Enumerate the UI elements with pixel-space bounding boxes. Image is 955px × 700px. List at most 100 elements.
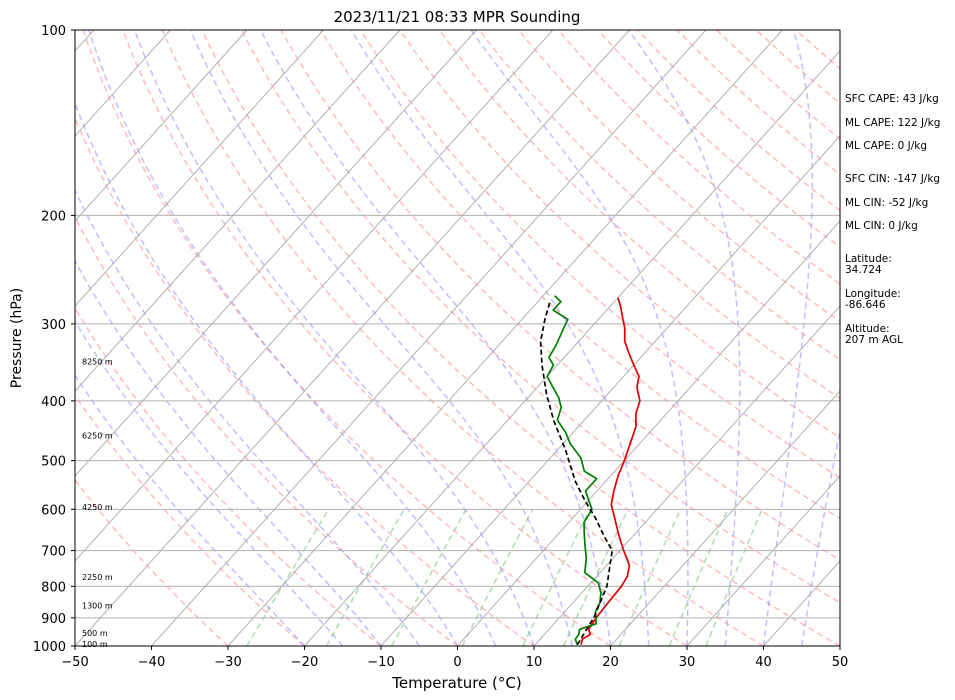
sounding-info-panel: SFC CAPE: 43 J/kg ML CAPE: 122 J/kg ML CAP… [845,93,940,346]
dry-adiabat-line [75,116,535,646]
isotherm-line [75,30,630,646]
height-label: 4250 m [82,503,113,512]
x-tick-label: −40 [138,655,165,670]
isotherm-line [686,475,840,646]
info-longitude-line-1: Longitude: [845,288,901,300]
moist-adiabat-line [189,30,574,646]
x-tick-label: −10 [367,655,394,670]
isotherm-line [151,30,707,646]
isotherm-line [75,30,401,392]
height-label: 500 m [82,629,108,638]
dewpoint-profile-line [546,295,602,645]
height-label: 8250 m [82,357,113,366]
dry-adiabat-line [201,30,840,646]
x-tick-label: 20 [602,655,619,670]
y-tick-label: 1000 [33,640,66,655]
isotherm-line [75,30,477,477]
info-ml-cape-2: ML CAPE: 0 J/kg [845,140,927,152]
moist-adiabat-line [762,30,814,646]
info-sfc-cape: SFC CAPE: 43 J/kg [845,93,939,105]
isotherm-line [75,30,554,562]
isotherm-line [227,30,783,646]
y-tick-label: 200 [41,209,66,224]
mixing-ratio-line [325,508,405,646]
moist-adiabat-line [133,30,535,646]
y-axis-ticks: 100 200 300 400 500 600 700 800 900 1000 [33,24,75,655]
mixing-ratio-line [246,508,330,646]
dry-adiabat-line [75,306,382,646]
isotherm-line [75,30,171,137]
dry-adiabat-line [75,478,229,646]
info-ml-cin-2: ML CIN: 0 J/kg [845,220,918,232]
dry-adiabat-line [518,30,840,323]
isotherm-line [533,305,840,646]
x-tick-label: 30 [679,655,696,670]
info-altitude-line-2: 207 m AGL [845,334,903,346]
isotherm-line [610,390,840,646]
x-tick-label: −30 [214,655,241,670]
dry-adiabat-line [75,215,458,646]
moist-adiabat-line [470,30,689,646]
height-label: 100 m [82,640,108,649]
isotherm-line [457,220,840,646]
dry-adiabat-line [82,30,611,646]
y-tick-label: 700 [41,545,66,560]
isotherm-line [304,50,840,646]
sounding-profiles [539,295,641,646]
moist-adiabat-line [801,426,840,646]
y-tick-label: 400 [41,395,66,410]
dry-adiabat-line [75,394,305,646]
isotherm-line [75,30,324,307]
chart-title: 2023/11/21 08:33 MPR Sounding [334,8,581,26]
y-axis-label: Pressure (hPa) [9,288,25,388]
temperature-profile-line [580,297,641,645]
dry-adiabat-line [122,30,688,646]
height-labels: 8250 m 6250 m 4250 m 2250 m 1300 m 500 m 100 m [82,357,113,649]
mixing-ratio-line [391,508,467,646]
moist-adiabat-line [259,30,612,646]
info-latitude-line-1: Latitude: [845,253,892,265]
height-label: 6250 m [82,431,113,440]
x-tick-label: −20 [291,655,318,670]
x-tick-label: 0 [453,655,461,670]
x-tick-label: 50 [832,655,849,670]
height-label: 1300 m [82,602,113,611]
x-axis-label: Temperature (°C) [391,674,521,692]
background-lines [75,30,840,646]
x-tick-label: 40 [755,655,772,670]
dry-adiabat-line [557,30,840,285]
mixing-ratio-line [668,508,729,646]
mixing-ratio-line [461,508,534,646]
isotherm-line [75,30,248,222]
info-ml-cin-1: ML CIN: -52 J/kg [845,197,928,209]
info-latitude-line-2: 34.724 [845,264,882,276]
y-tick-label: 900 [41,612,66,627]
info-sfc-cin: SFC CIN: -147 J/kg [845,173,940,185]
y-tick-label: 500 [41,455,66,470]
info-altitude-line-1: Altitude: [845,323,890,335]
dry-adiabat-line [240,30,840,604]
x-tick-label: −50 [61,655,88,670]
y-tick-label: 300 [41,318,66,333]
moist-adiabat-line [627,30,741,646]
dry-adiabat-line [478,30,840,361]
y-tick-label: 600 [41,503,66,518]
moist-adiabat-line [75,259,382,646]
isobar-gridlines [75,30,840,646]
y-tick-label: 800 [41,580,66,595]
x-axis-ticks: −50 −40 −30 −20 −10 0 10 20 30 40 50 [61,646,848,670]
moist-adiabat-line [75,101,459,646]
parcel-path-line [539,300,614,646]
plot-frame [74,29,841,647]
x-tick-label: 10 [526,655,543,670]
info-ml-cape-1: ML CAPE: 122 J/kg [845,117,940,129]
moist-adiabat-line [75,188,420,646]
info-longitude-line-2: -86.646 [845,299,886,311]
mixing-ratio-line [522,508,591,646]
y-tick-label: 100 [41,24,66,39]
moist-adiabat-line [350,30,650,646]
dry-adiabat-line [280,30,840,561]
moist-adiabat-line [88,30,497,646]
dry-adiabat-line [161,30,764,646]
